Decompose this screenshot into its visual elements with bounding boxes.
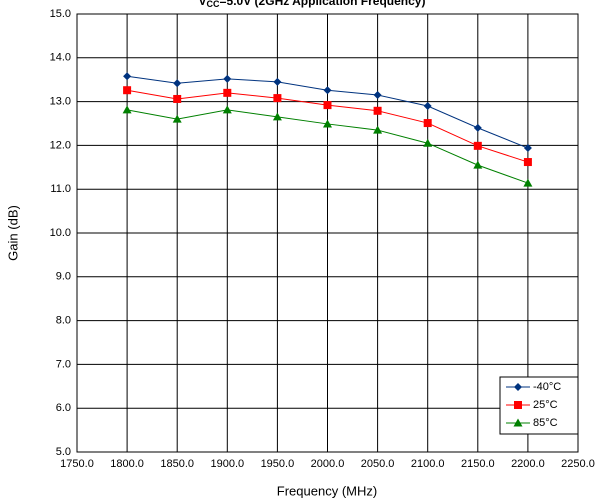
marker [373,125,383,134]
marker [473,160,483,169]
x-tick-label: 1800.0 [110,458,144,470]
x-tick-label: 2150.0 [461,458,495,470]
chart-title: VCC=5.0V (2GHz Application Frequency) [199,0,426,9]
x-axis-label: Frequency (MHz) [277,483,377,498]
x-tick-label: 1850.0 [160,458,194,470]
title-rest: =5.0V (2GHz Application Frequency) [220,0,426,8]
marker [122,105,132,114]
x-tick-label: 2200.0 [511,458,545,470]
legend-marker [514,401,522,409]
x-tick-label: 1950.0 [261,458,295,470]
x-tick-label: 2050.0 [361,458,395,470]
marker [473,141,482,150]
legend-label: 85°C [533,417,558,429]
y-tick-label: 11.0 [50,183,71,195]
y-axis-label: Gain (dB) [5,205,20,261]
marker [373,91,382,100]
marker [523,158,532,167]
y-tick-label: 10.0 [50,227,71,239]
y-tick-label: 15.0 [50,8,71,20]
marker [373,106,382,115]
marker [123,72,132,81]
y-tick-label: 13.0 [50,96,71,108]
y-tick-label: 14.0 [50,52,71,64]
y-tick-label: 9.0 [56,271,71,283]
y-tick-label: 12.0 [50,139,71,151]
legend-label: 25°C [533,399,558,411]
legend-marker [514,383,522,391]
marker [272,112,282,121]
marker [423,138,433,147]
marker [223,88,232,97]
marker [323,101,332,110]
marker [173,79,182,88]
marker [523,144,532,153]
y-tick-label: 7.0 [56,358,71,370]
marker [123,86,132,95]
marker [523,178,533,187]
marker [172,114,182,123]
title-v: V [199,0,207,8]
marker [273,77,282,86]
marker [423,101,432,110]
y-tick-label: 6.0 [56,402,71,414]
marker [223,74,232,83]
marker [273,94,282,103]
marker [173,94,182,103]
x-tick-label: 2100.0 [411,458,445,470]
marker [473,123,482,132]
title-subscript: CC [207,0,220,9]
legend-label: -40°C [533,381,561,393]
marker [323,86,332,95]
x-tick-label: 1900.0 [210,458,244,470]
marker [323,119,332,128]
y-tick-label: 8.0 [56,315,71,327]
marker [222,105,232,114]
x-tick-label: 2000.0 [311,458,345,470]
x-tick-label: 1750.0 [60,458,94,470]
legend-marker [513,418,523,427]
y-tick-label: 5.0 [56,446,71,458]
marker [423,119,432,128]
x-tick-label: 2250.0 [561,458,595,470]
